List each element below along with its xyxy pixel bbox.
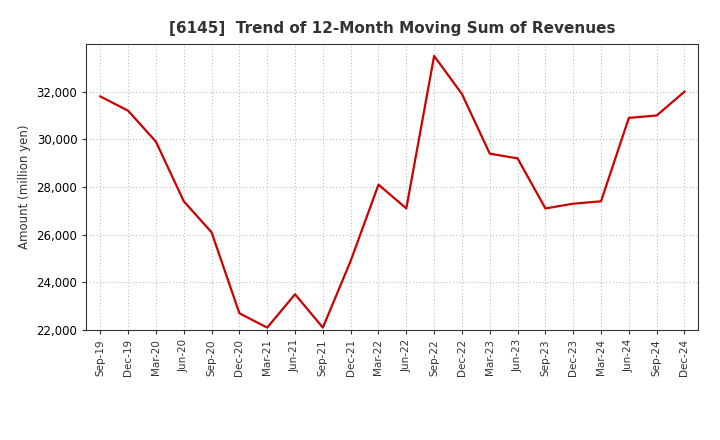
Y-axis label: Amount (million yen): Amount (million yen) [18, 125, 31, 249]
Title: [6145]  Trend of 12-Month Moving Sum of Revenues: [6145] Trend of 12-Month Moving Sum of R… [169, 21, 616, 36]
